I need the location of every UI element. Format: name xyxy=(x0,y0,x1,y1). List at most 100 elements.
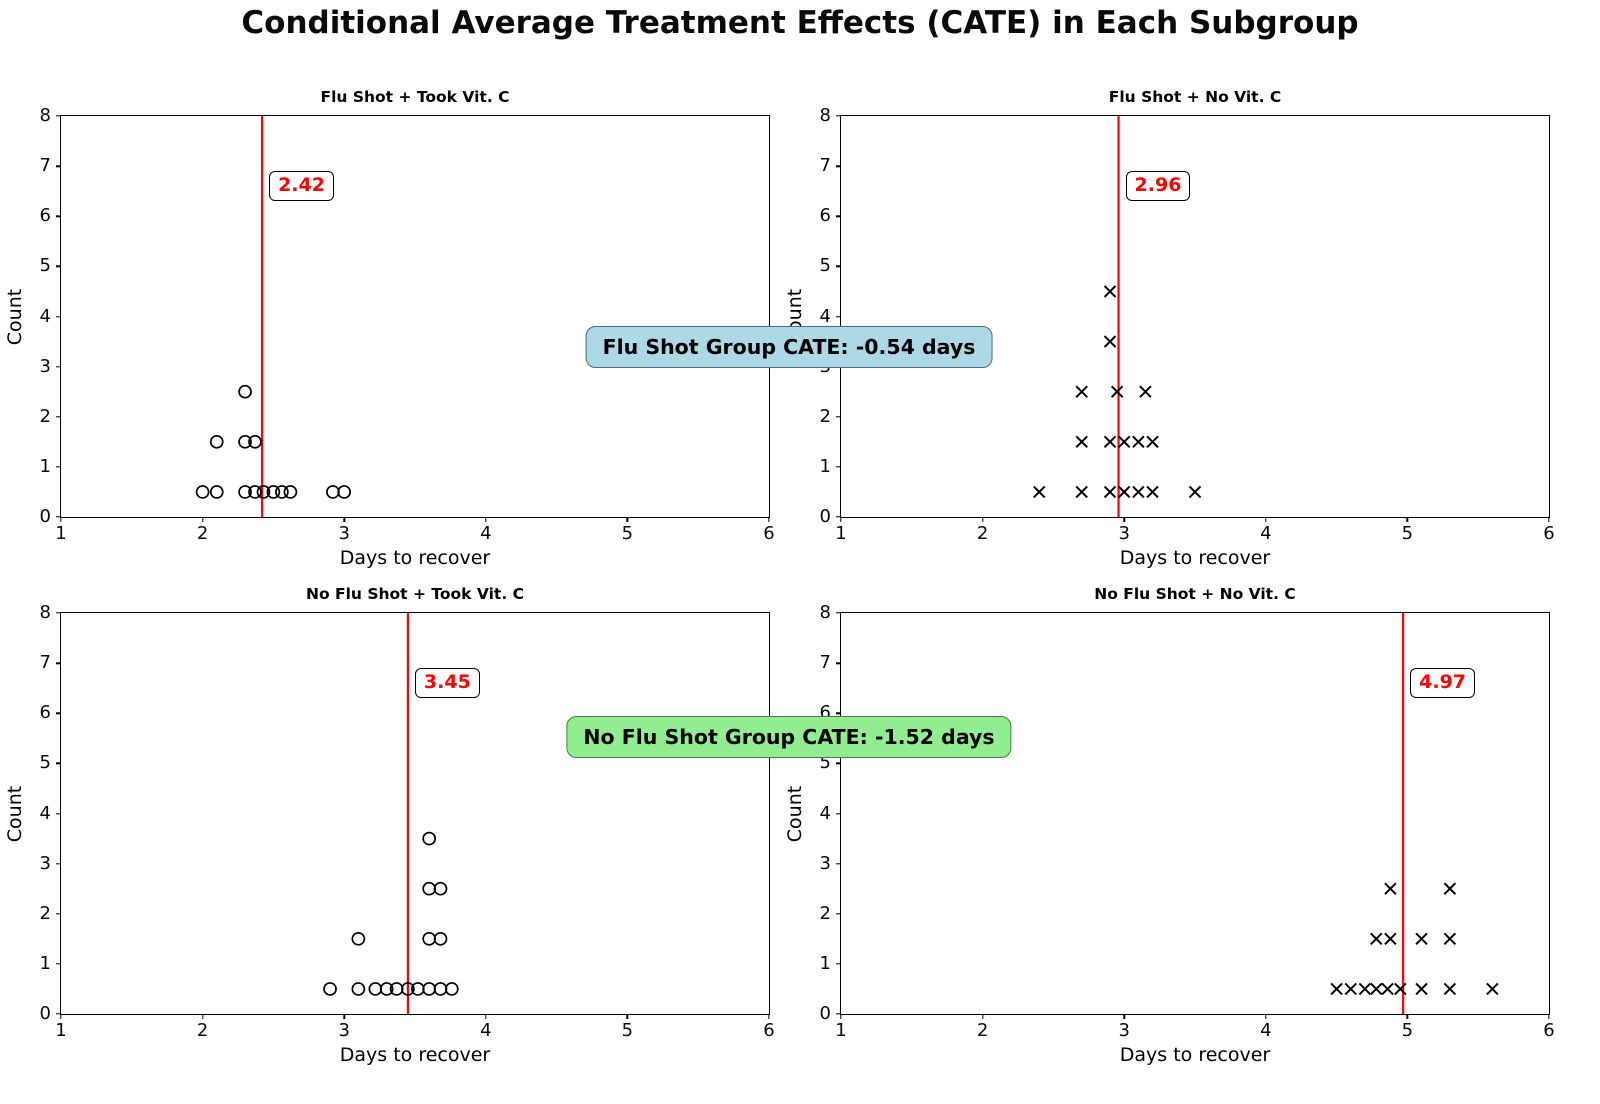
x-tick-mark xyxy=(343,1014,345,1019)
x-tick-label: 5 xyxy=(1401,1020,1414,1041)
y-tick-mark xyxy=(56,315,61,318)
circle-marker xyxy=(209,485,224,499)
x-tick-label: 6 xyxy=(1543,1020,1555,1041)
x-marker xyxy=(1117,485,1131,499)
circle-marker xyxy=(238,485,252,499)
circle-marker xyxy=(238,384,252,399)
scatter-plot-canvas xyxy=(323,613,459,1014)
scatter-plot-canvas xyxy=(195,116,352,517)
y-tick-label: 3 xyxy=(819,852,831,874)
y-tick-mark xyxy=(836,165,841,167)
subplot-no-flu-shot-no-vitc: No Flu Shot + No Vit. C Count Days to re… xyxy=(784,585,1555,1066)
x-tick-mark xyxy=(1265,1014,1267,1019)
mean-value-label: 2.96 xyxy=(1125,171,1191,202)
subplot-no-flu-shot-took-vitc: No Flu Shot + Took Vit. C Count Days to … xyxy=(4,585,775,1066)
x-marker xyxy=(1443,932,1457,946)
x-tick-mark xyxy=(768,1014,770,1019)
x-marker xyxy=(1344,982,1357,996)
circle-marker xyxy=(422,931,437,946)
x-tick-label: 3 xyxy=(1118,523,1130,544)
circle-marker xyxy=(351,982,366,996)
y-tick-label: 6 xyxy=(39,205,51,227)
x-tick-mark xyxy=(485,1014,487,1019)
x-tick-label: 2 xyxy=(196,1020,209,1041)
y-tick-label: 5 xyxy=(819,255,831,277)
circle-marker xyxy=(422,881,437,896)
x-axis-label: Days to recover xyxy=(339,1044,491,1066)
x-tick-mark xyxy=(1406,1014,1409,1019)
subplot-title: No Flu Shot + Took Vit. C xyxy=(305,585,524,603)
y-tick-mark xyxy=(836,712,841,714)
x-marker xyxy=(1139,385,1152,398)
mean-value-label: 3.45 xyxy=(414,668,480,699)
x-marker xyxy=(1132,435,1145,449)
circle-marker xyxy=(209,434,224,449)
y-tick-label: 4 xyxy=(819,802,831,824)
subplot-title: Flu Shot + Took Vit. C xyxy=(320,88,510,106)
y-tick-mark xyxy=(56,662,61,664)
y-tick-mark xyxy=(56,165,61,167)
y-tick-label: 7 xyxy=(39,155,51,177)
circle-marker xyxy=(266,485,281,499)
y-tick-mark xyxy=(836,812,841,815)
x-tick-label: 5 xyxy=(1401,523,1414,544)
x-marker xyxy=(1103,285,1117,298)
subplot-flu-shot-no-vitc: Flu Shot + No Vit. C Count Days to recov… xyxy=(784,88,1555,569)
x-axis-label: Days to recover xyxy=(1119,547,1271,569)
scatter-plot-canvas xyxy=(1330,613,1499,1014)
y-tick-mark xyxy=(836,265,841,268)
y-tick-mark xyxy=(836,416,841,418)
y-axis-label: Count xyxy=(784,785,806,842)
circle-marker xyxy=(433,881,448,896)
x-tick-mark xyxy=(1548,1014,1550,1019)
x-marker xyxy=(1415,932,1428,946)
y-tick-mark xyxy=(56,963,61,965)
circle-marker xyxy=(379,982,394,996)
y-tick-label: 2 xyxy=(39,405,51,427)
x-tick-label: 1 xyxy=(835,523,847,544)
y-tick-label: 6 xyxy=(39,702,51,724)
x-tick-label: 6 xyxy=(763,1020,775,1041)
y-tick-mark xyxy=(56,913,61,915)
x-marker xyxy=(1415,982,1428,996)
x-tick-label: 3 xyxy=(1118,1020,1130,1041)
circle-marker xyxy=(337,485,352,499)
x-tick-label: 1 xyxy=(55,1020,67,1041)
y-tick-mark xyxy=(56,516,61,518)
subplot-title: No Flu Shot + No Vit. C xyxy=(1094,585,1296,603)
y-tick-label: 8 xyxy=(39,105,51,126)
y-tick-label: 3 xyxy=(39,355,51,377)
x-tick-label: 1 xyxy=(835,1020,847,1041)
y-tick-label: 5 xyxy=(39,255,51,277)
circle-marker xyxy=(368,982,383,996)
y-tick-mark xyxy=(56,265,61,268)
y-tick-label: 1 xyxy=(39,455,51,477)
y-tick-label: 8 xyxy=(39,602,51,623)
y-tick-label: 7 xyxy=(819,155,831,177)
circle-marker xyxy=(195,485,210,499)
x-marker xyxy=(1370,932,1383,946)
x-tick-label: 6 xyxy=(763,523,775,544)
y-tick-mark xyxy=(836,662,841,664)
x-tick-label: 4 xyxy=(480,1020,492,1041)
x-marker xyxy=(1117,435,1131,449)
x-marker xyxy=(1370,982,1383,996)
y-tick-label: 0 xyxy=(819,1003,831,1024)
subplot-flu-shot-took-vitc: Flu Shot + Took Vit. C Count Days to rec… xyxy=(4,88,775,569)
y-tick-mark xyxy=(56,215,61,217)
x-tick-label: 3 xyxy=(338,523,350,544)
x-tick-mark xyxy=(626,1014,629,1019)
circle-marker xyxy=(256,485,271,499)
x-marker xyxy=(1103,485,1117,499)
x-tick-label: 2 xyxy=(976,523,989,544)
y-tick-label: 3 xyxy=(39,852,51,874)
x-marker xyxy=(1033,485,1046,499)
y-tick-label: 4 xyxy=(819,305,831,327)
circle-marker xyxy=(351,931,366,946)
circle-marker xyxy=(248,434,262,449)
x-tick-label: 2 xyxy=(976,1020,989,1041)
x-marker xyxy=(1075,485,1088,499)
y-tick-mark xyxy=(56,416,61,418)
figure-title: Conditional Average Treatment Effects (C… xyxy=(241,5,1359,41)
